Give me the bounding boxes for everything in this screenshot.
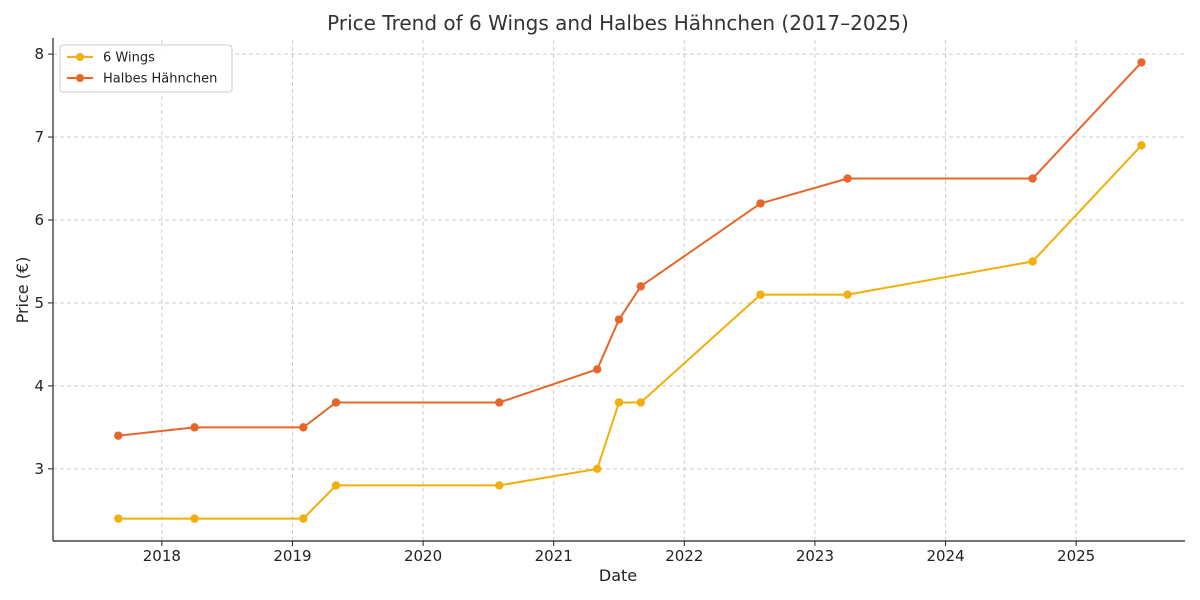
data-point: [495, 398, 504, 407]
grid-layer: [53, 40, 1185, 541]
data-point: [190, 514, 199, 523]
data-point: [756, 199, 765, 208]
x-tick-label: 2019: [273, 547, 311, 565]
data-point: [190, 423, 199, 432]
data-point: [614, 398, 624, 407]
y-tick-label: 7: [34, 128, 44, 146]
y-tick-label: 5: [34, 294, 44, 312]
series-line: [118, 144, 1143, 520]
series-layer: [114, 58, 1146, 523]
data-point: [114, 431, 123, 440]
data-point: [331, 481, 341, 490]
legend-label: Halbes Hähnchen: [103, 72, 217, 87]
x-axis-label: Date: [599, 566, 637, 585]
data-point: [843, 290, 852, 299]
x-tick-label: 2018: [143, 547, 181, 565]
data-point: [299, 514, 308, 523]
data-point: [1137, 141, 1146, 150]
legend-swatch-marker: [76, 53, 84, 61]
data-point: [495, 481, 504, 490]
y-tick-label: 6: [34, 211, 44, 229]
data-point: [1028, 174, 1037, 183]
data-point: [593, 464, 602, 474]
x-tick-label: 2022: [665, 547, 703, 565]
legend-label: 6 Wings: [103, 51, 155, 66]
y-tick-label: 3: [34, 460, 44, 478]
x-tick-label: 2023: [796, 547, 834, 565]
data-point: [593, 365, 602, 374]
x-tick-label: 2025: [1057, 547, 1095, 565]
data-point: [756, 290, 765, 299]
series-line: [118, 61, 1143, 437]
data-point: [114, 514, 123, 523]
legend-box: [59, 44, 233, 93]
y-axis-label: Price (€): [13, 257, 32, 324]
data-point: [636, 282, 645, 291]
data-point: [636, 398, 645, 407]
data-point: [299, 423, 308, 432]
legend-swatch-marker: [76, 74, 84, 82]
y-tick-label: 8: [34, 45, 44, 63]
x-tick-label: 2020: [404, 547, 442, 565]
data-point: [1028, 257, 1037, 266]
data-point: [843, 174, 852, 183]
data-point: [614, 315, 624, 324]
y-tick-label: 4: [34, 377, 44, 395]
x-tick-label: 2021: [535, 547, 573, 565]
chart-title: Price Trend of 6 Wings and Halbes Hähnch…: [327, 11, 909, 35]
x-tick-label: 2024: [926, 547, 964, 565]
data-point: [1137, 58, 1146, 67]
axes-layer: 2018 2019 2020 2021 2022 2023 2024 2025 3 4 5 6 7 8: [34, 38, 1185, 565]
legend: 6 Wings Halbes Hähnchen: [59, 44, 233, 93]
data-point: [331, 398, 341, 407]
